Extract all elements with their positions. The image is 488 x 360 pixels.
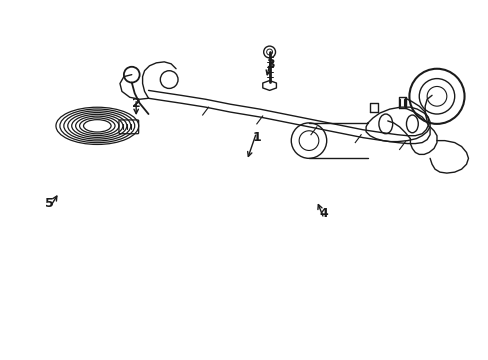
Text: 3: 3 bbox=[266, 58, 275, 71]
Text: 5: 5 bbox=[45, 197, 54, 210]
Text: 2: 2 bbox=[132, 97, 140, 110]
Text: 1: 1 bbox=[252, 131, 261, 144]
FancyBboxPatch shape bbox=[119, 120, 139, 134]
Text: 4: 4 bbox=[319, 207, 327, 220]
